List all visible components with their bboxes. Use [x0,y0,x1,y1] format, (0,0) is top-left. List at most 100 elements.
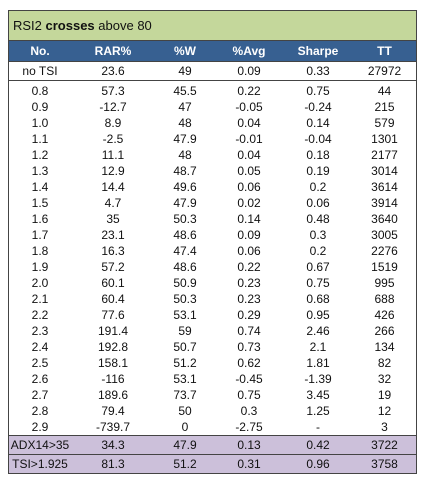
cell-no: 2.8 [31,404,49,418]
cell-rar: -12.7 [99,100,127,114]
cell-rar: 12.9 [101,164,125,178]
reference-section: no TSI 23.6 49 0.09 0.33 27972 [9,61,416,81]
cell-tt: 3722 [353,435,416,455]
table-row: 2.3 191.4 59 0.74 2.46 266 [9,323,416,339]
cell-no: 1.2 [31,148,49,162]
cell-sharpe: 0.96 [283,454,353,473]
cell-w: 49.6 [173,180,197,194]
table-row: 1.9 57.2 48.6 0.22 0.67 1519 [9,259,416,275]
cell-tt: 688 [374,292,395,306]
cell-avg: 0.05 [237,164,261,178]
cell-rar: -739.7 [95,420,131,434]
cell-no: 2.9 [31,420,49,434]
cell-sharpe: 2.46 [306,324,330,338]
cell-w: 48 [178,116,192,130]
cell-tt: 1519 [371,260,398,274]
cell-avg: -2.75 [235,420,263,434]
cell-sharpe: 0.75 [306,84,330,98]
cell-tt: 995 [374,276,395,290]
summary-row: TSI>1.925 81.3 51.2 0.31 0.96 3758 [9,454,416,473]
cell-w: 53.1 [173,372,197,386]
cell-tt: 134 [374,340,395,354]
cell-sharpe: 0.2 [309,244,327,258]
cell-tt: 3640 [371,212,398,226]
cell-sharpe: 1.25 [306,404,330,418]
table-body: 0.8 57.3 45.5 0.22 0.75 44 0.9 -12.7 47 -0.05 -0.2… [9,81,416,436]
cell-avg: 0.3 [240,404,258,418]
title-text-bold: crosses [45,18,95,33]
cell-no: 2.4 [31,340,49,354]
cell-avg: 0.02 [237,196,261,210]
cell-avg: 0.31 [215,454,283,473]
cell-sharpe: 0.48 [306,212,330,226]
cell-sharpe: 3.45 [306,388,330,402]
cell-sharpe: - [316,420,320,434]
table-row: 0.8 57.3 45.5 0.22 0.75 44 [9,81,416,100]
cell-no: 1.1 [31,132,49,146]
cell-sharpe: -0.24 [304,100,332,114]
cell-avg: 0.09 [237,228,261,242]
cell-tt: 3914 [371,196,398,210]
column-header-tt: TT [353,41,416,62]
cell-w: 50.3 [173,292,197,306]
cell-avg: 0.13 [215,435,283,455]
cell-rar: 60.1 [101,276,125,290]
cell-sharpe: 0.42 [283,435,353,455]
cell-sharpe: 0.18 [306,148,330,162]
table-row: 2.5 158.1 51.2 0.62 1.81 82 [9,355,416,371]
table-row: 2.8 79.4 50 0.3 1.25 12 [9,403,416,419]
cell-rar: 16.3 [101,244,125,258]
cell-sharpe: 0.33 [283,61,353,81]
cell-tt: 3005 [371,228,398,242]
cell-tt: 19 [377,388,392,402]
cell-rar: -2.5 [102,132,124,146]
cell-sharpe: 0.19 [306,164,330,178]
table-row: 2.9 -739.7 0 -2.75 - 3 [9,419,416,436]
table-row: 2.6 -116 53.1 -0.45 -1.39 32 [9,371,416,387]
summary-section: ADX14>35 34.3 47.9 0.13 0.42 3722 TSI>1.925 81.… [9,435,416,473]
table-row: 1.8 16.3 47.4 0.06 0.2 2276 [9,243,416,259]
cell-avg: -0.05 [235,100,263,114]
cell-w: 47.9 [155,435,215,455]
cell-no: 1.6 [31,212,49,226]
cell-sharpe: 0.06 [306,196,330,210]
cell-w: 73.7 [173,388,197,402]
cell-tt: 3014 [371,164,398,178]
cell-sharpe: -1.39 [304,372,332,386]
cell-tt: 2276 [371,244,398,258]
column-header-no: No. [9,41,71,62]
cell-w: 47.9 [173,132,197,146]
cell-w: 48.7 [173,164,197,178]
table-row: 2.2 77.6 53.1 0.29 0.95 426 [9,307,416,323]
reference-row: no TSI 23.6 49 0.09 0.33 27972 [9,61,416,81]
table-row: 1.5 4.7 47.9 0.02 0.06 3914 [9,195,416,211]
cell-rar: 60.4 [101,292,125,306]
table-row: 1.7 23.1 48.6 0.09 0.3 3005 [9,227,416,243]
cell-rar: 35 [106,212,120,226]
cell-no: 1.3 [31,164,49,178]
title-text-start: RSI2 [13,18,46,33]
cell-no: 2.1 [31,292,49,306]
cell-avg: 0.22 [237,260,261,274]
cell-no: 1.9 [31,260,49,274]
column-header-avg: %Avg [215,41,283,62]
cell-rar: 23.6 [71,61,155,81]
cell-avg: -0.01 [235,132,263,146]
cell-w: 47 [178,100,192,114]
cell-tt: 266 [374,324,395,338]
cell-rar: 57.3 [101,84,125,98]
cell-rar: 192.8 [97,340,129,354]
summary-row: ADX14>35 34.3 47.9 0.13 0.42 3722 [9,435,416,455]
cell-rar: 77.6 [101,308,125,322]
cell-w: 50.7 [173,340,197,354]
table-row: 2.4 192.8 50.7 0.73 2.1 134 [9,339,416,355]
cell-tt: 2177 [371,148,398,162]
results-table-frame: RSI2 crosses above 80 No. RAR% %W %Avg Sharp… [8,10,417,474]
cell-no: 1.0 [31,116,49,130]
table-row: 1.2 11.1 48 0.04 0.18 2177 [9,147,416,163]
cell-sharpe: 0.68 [306,292,330,306]
title-text-end: above 80 [94,18,152,33]
cell-w: 59 [178,324,192,338]
cell-avg: 0.23 [237,292,261,306]
table-header: No. RAR% %W %Avg Sharpe TT [9,41,416,62]
